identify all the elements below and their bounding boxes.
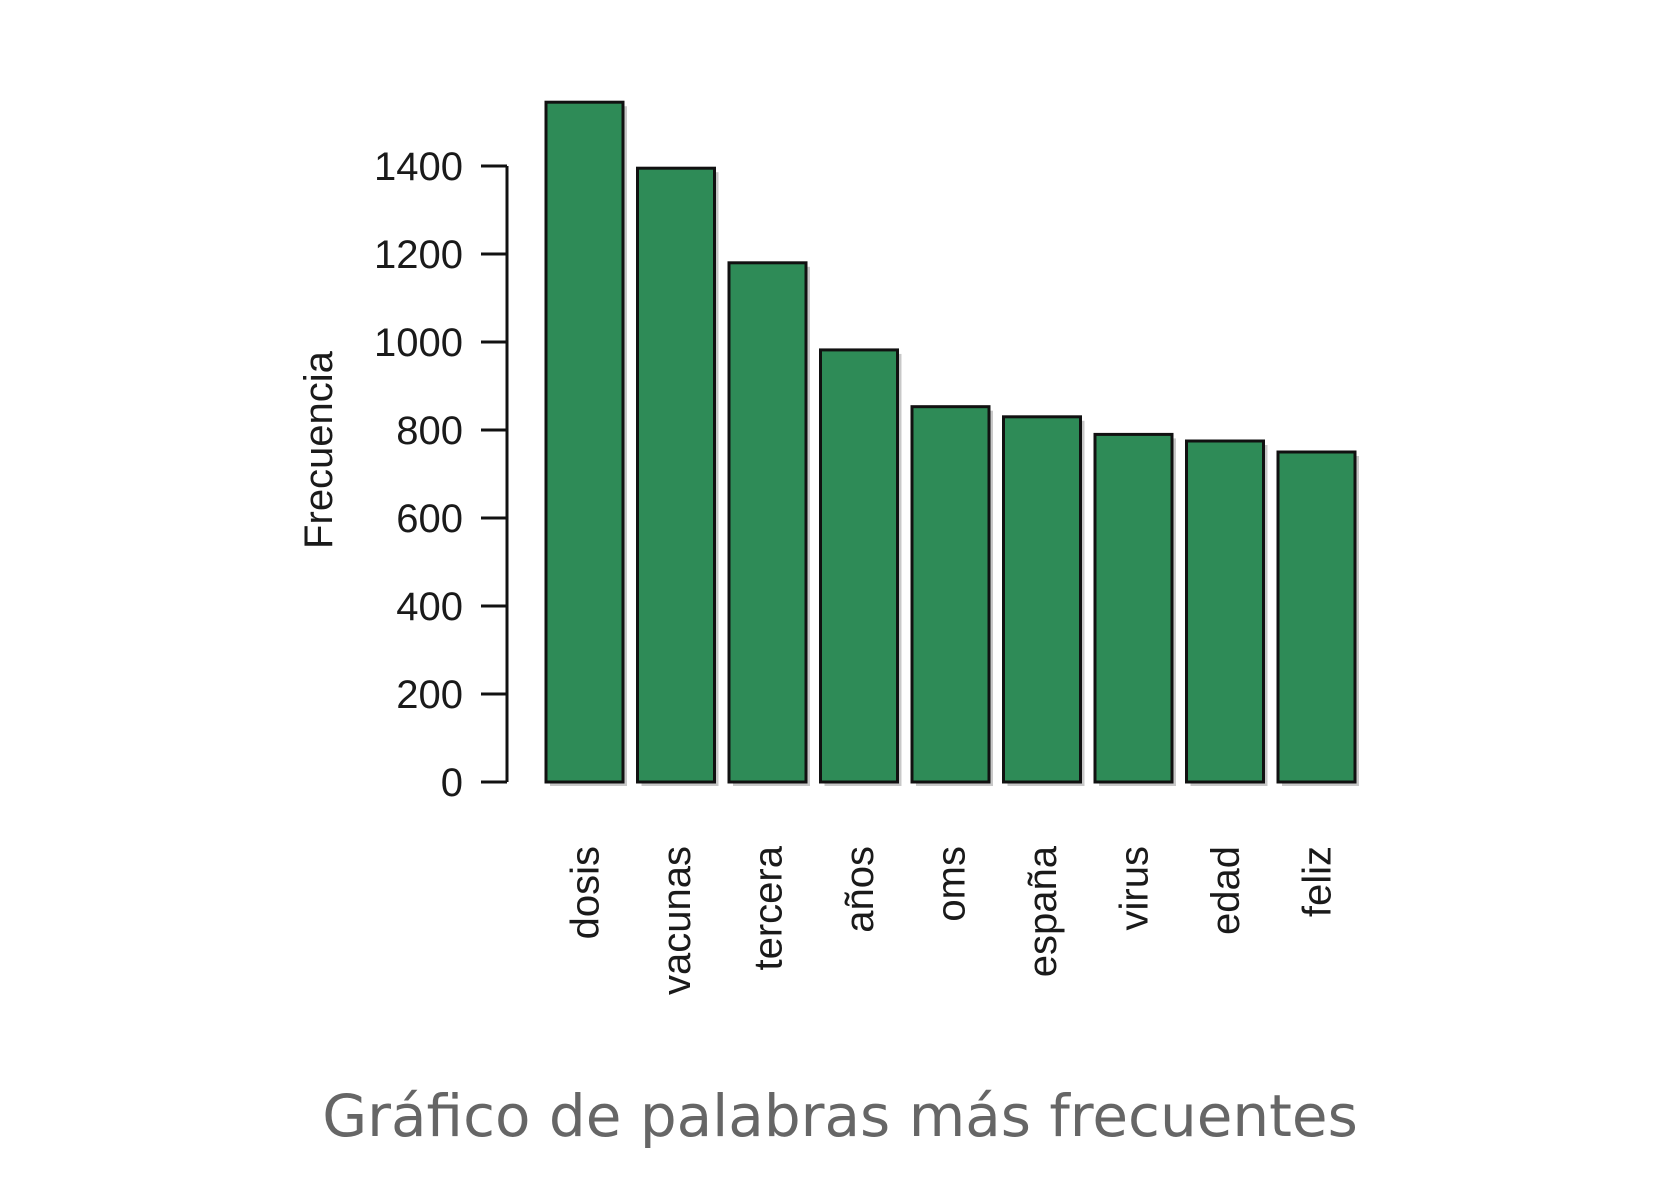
y-tick-label-1400: 1400 xyxy=(374,145,463,189)
y-tick-label-0: 0 xyxy=(441,761,463,805)
y-tick-label-1200: 1200 xyxy=(374,233,463,277)
bar-dosis xyxy=(544,100,625,784)
bar-edad xyxy=(1185,439,1265,784)
x-tick-label-edad: edad xyxy=(1204,846,1248,935)
x-tick-label-tercera: tercera xyxy=(747,845,791,970)
x-tick-label-virus: virus xyxy=(1113,846,1157,930)
figure-caption: Gráfico de palabras más frecuentes xyxy=(322,1082,1358,1150)
y-tick-label-1000: 1000 xyxy=(374,321,463,365)
bar-feliz xyxy=(1276,450,1357,784)
x-tick-label-vacunas: vacunas xyxy=(655,846,699,995)
y-tick-label-400: 400 xyxy=(396,585,463,629)
x-tick-label-años: años xyxy=(838,846,882,933)
x-tick-label-españa: españa xyxy=(1021,845,1065,977)
x-tick-label-oms: oms xyxy=(930,846,974,922)
bar-españa xyxy=(1002,415,1082,784)
y-axis-title: Frecuencia xyxy=(297,350,341,549)
x-axis-labels: dosis vacunas tercera años oms españa virus eda… xyxy=(564,845,1340,995)
y-tick-label-800: 800 xyxy=(396,409,463,453)
bar-oms xyxy=(910,405,991,784)
y-tick-label-200: 200 xyxy=(396,673,463,717)
bars-group xyxy=(544,100,1359,786)
x-tick-label-feliz: feliz xyxy=(1296,846,1340,917)
y-axis: 0 200 400 600 800 1000 1200 1400 xyxy=(374,145,509,805)
bar-vacunas xyxy=(636,166,716,784)
bar-virus xyxy=(1093,432,1174,784)
x-tick-label-dosis: dosis xyxy=(564,846,608,939)
bar-años xyxy=(819,348,899,784)
y-tick-label-600: 600 xyxy=(396,497,463,541)
bar-tercera xyxy=(727,261,808,784)
